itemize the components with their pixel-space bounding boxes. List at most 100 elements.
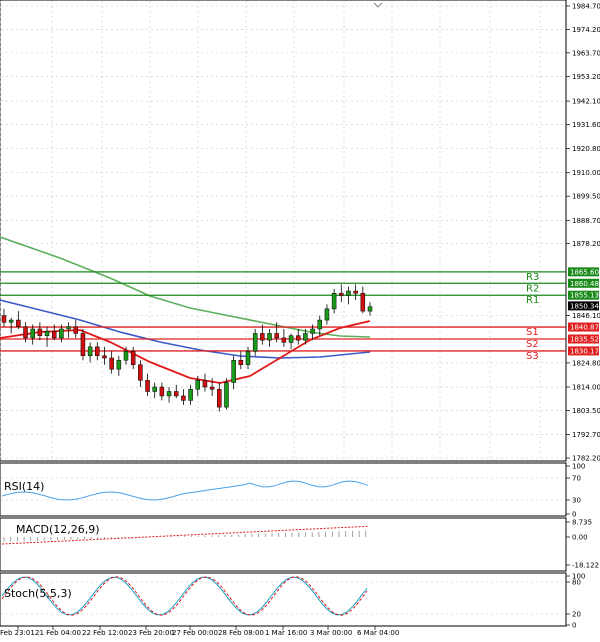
candle-body xyxy=(145,380,150,392)
candle-body xyxy=(267,333,272,341)
pivot-levels: R3 1865.60 R2 1860.48 R1 1855.13 S1 1840.87 S2 18… xyxy=(0,267,599,362)
candle-body xyxy=(73,326,79,334)
candle-body xyxy=(231,359,236,383)
level-price-tag-r2: 1860.48 xyxy=(568,278,599,288)
price-tick-label: 1963.70 xyxy=(572,49,600,57)
price-tick-label: 1824.80 xyxy=(572,359,600,367)
price-tick-label: 1888.70 xyxy=(572,217,600,225)
level-tag-value: 1830.17 xyxy=(570,347,599,355)
main-price-panel[interactable] xyxy=(0,0,567,462)
level-tag-value: 1855.13 xyxy=(570,292,599,300)
candle-body xyxy=(30,328,35,339)
candle-body xyxy=(303,333,308,341)
candle xyxy=(209,378,215,396)
candle xyxy=(303,328,308,345)
time-tick-label: 3 Mar 00:00 xyxy=(310,629,352,637)
time-axis: Feb 23:01 21 Feb 04:00 22 Feb 12:00 23 Feb … xyxy=(0,626,399,637)
candle-body xyxy=(346,290,351,296)
candle xyxy=(23,322,28,343)
time-tick-label: 21 Feb 04:00 xyxy=(35,629,81,637)
indicator-tick-label: 0 xyxy=(572,622,576,630)
macd-panel[interactable] xyxy=(0,517,567,572)
candle-body xyxy=(16,319,21,328)
candle-body xyxy=(188,389,193,401)
candle-body xyxy=(59,328,64,339)
stoch-panel[interactable] xyxy=(0,572,567,627)
indicator-tick-label: 0.00 xyxy=(572,534,588,542)
stoch-k-line xyxy=(1,576,368,616)
candle xyxy=(159,382,165,401)
stoch-label: Stoch(5,5,3) xyxy=(4,587,72,600)
candle xyxy=(138,360,143,388)
candle xyxy=(166,387,172,403)
candle xyxy=(245,346,251,370)
time-tick-label: 23 Feb 20:00 xyxy=(128,629,174,637)
candle xyxy=(367,302,373,316)
candle-body xyxy=(152,386,157,392)
candle-body xyxy=(238,359,244,365)
indicator-tick-label: 20 xyxy=(572,611,581,619)
level-tag-value: 1860.48 xyxy=(570,280,599,288)
rsi-label: RSI(14) xyxy=(4,480,44,493)
candle-body xyxy=(130,351,136,365)
candle xyxy=(360,286,366,314)
candle-body xyxy=(166,391,172,397)
price-tick-label: 1792.70 xyxy=(572,431,600,439)
last-price-tag: 1850.34 xyxy=(568,301,599,311)
candle xyxy=(346,286,351,305)
level-name-s2: S2 xyxy=(526,339,539,350)
macd-signal-line xyxy=(1,525,368,545)
price-tick-label: 1782.20 xyxy=(572,455,600,463)
candle xyxy=(44,326,50,347)
candle xyxy=(267,328,272,347)
candle-body xyxy=(245,351,251,365)
candle xyxy=(288,333,294,350)
price-tick-label: 1846.10 xyxy=(572,312,600,320)
price-tick-label: 1814.00 xyxy=(572,384,600,392)
rsi-panel[interactable] xyxy=(0,462,567,517)
candle xyxy=(16,311,21,329)
grid-lines xyxy=(0,1,565,460)
indicator-tick-label: -18.122 xyxy=(572,562,599,570)
candle xyxy=(37,322,43,341)
candle xyxy=(59,324,64,343)
candle-body xyxy=(102,355,107,359)
candle-body xyxy=(37,328,43,336)
indicator-tick-label: 100 xyxy=(572,573,585,581)
candle xyxy=(1,308,7,327)
level-tag-bg xyxy=(568,290,599,300)
level-name-s3: S3 xyxy=(526,351,539,362)
price-tick-label: 1920.80 xyxy=(572,145,600,153)
candlesticks[interactable] xyxy=(1,284,373,412)
candle xyxy=(202,373,208,392)
candle xyxy=(324,304,330,325)
candle-body xyxy=(317,319,323,330)
indicator-tick-label: 0 xyxy=(572,511,576,519)
candle xyxy=(217,382,222,412)
level-price-tag-r3: 1865.60 xyxy=(568,267,599,277)
candle-body xyxy=(159,386,165,397)
candle xyxy=(102,346,107,365)
candle-body xyxy=(281,337,287,343)
macd-label: MACD(12,26,9) xyxy=(16,523,100,536)
indicator-tick-label: 30 xyxy=(572,497,581,505)
time-tick-label: 22 Feb 12:00 xyxy=(82,629,128,637)
candle-body xyxy=(95,346,100,357)
price-tick-label: 1931.60 xyxy=(572,121,600,129)
price-tick-label: 1953.20 xyxy=(572,73,600,81)
level-price-tag-r1: 1855.13 xyxy=(568,290,599,300)
scroll-handle-icon[interactable] xyxy=(373,2,383,8)
indicator-tick-label: 100 xyxy=(572,463,585,471)
candle-body xyxy=(202,380,208,388)
candle xyxy=(195,375,201,396)
level-name-r3: R3 xyxy=(526,272,539,283)
candle xyxy=(116,355,122,376)
candle-body xyxy=(353,290,358,294)
price-tick-label: 1910.00 xyxy=(572,169,600,177)
candle xyxy=(80,328,86,361)
candle-body xyxy=(23,326,28,339)
candle xyxy=(30,324,35,345)
